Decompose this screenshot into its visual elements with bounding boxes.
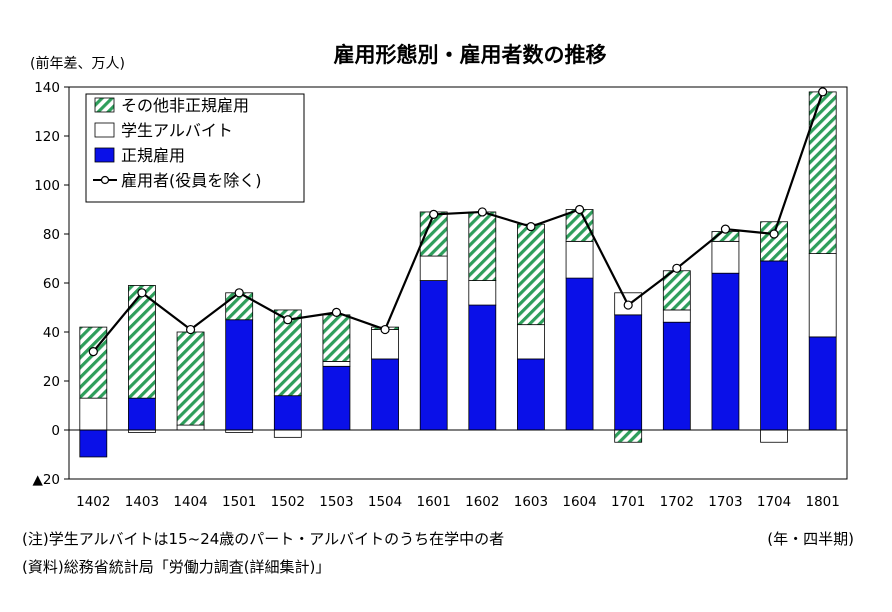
- legend-label: 学生アルバイト: [121, 121, 233, 140]
- bar-student-parttime: [273, 429, 302, 438]
- bar-regular: [808, 336, 837, 431]
- x-axis-label: (年・四半期): [767, 530, 854, 548]
- line-point: [477, 207, 487, 217]
- line-point: [331, 307, 342, 317]
- employee-line-series: [88, 87, 828, 357]
- line-point: [574, 204, 585, 215]
- bar-regular: [419, 280, 448, 431]
- bar-regular: [371, 358, 399, 431]
- bar-other-nonregular: [322, 314, 351, 362]
- legend-swatch: [94, 147, 115, 163]
- line-point: [234, 288, 244, 298]
- y-tick-label: 80: [43, 227, 60, 243]
- bar-other-nonregular: [79, 326, 108, 399]
- y-axis-label: (前年差、万人): [30, 55, 125, 72]
- line-point: [88, 347, 98, 357]
- bar-other-nonregular: [517, 223, 545, 326]
- bar-student-parttime: [371, 329, 399, 360]
- y-tick-label: 60: [43, 276, 60, 292]
- bar-student-parttime: [79, 397, 108, 431]
- x-tick-label: 1503: [319, 494, 353, 510]
- bar-student-parttime: [711, 240, 740, 274]
- x-tick-label: 1403: [125, 494, 159, 510]
- bar-other-nonregular: [565, 209, 594, 242]
- y-tick-label: 120: [34, 129, 60, 145]
- y-tick-label: 0: [51, 423, 60, 439]
- line-point: [720, 224, 731, 234]
- legend-label: その他非正規雇用: [121, 96, 249, 115]
- bar-regular: [565, 277, 594, 431]
- line-point: [623, 300, 633, 310]
- x-tick-label: 1601: [417, 494, 451, 510]
- bar-other-nonregular: [176, 331, 205, 426]
- x-tick-label: 1501: [222, 494, 256, 510]
- bars: [69, 91, 847, 458]
- x-tick-label: 1603: [514, 494, 548, 510]
- legend-swatch: [94, 122, 115, 138]
- bar-regular: [128, 397, 156, 431]
- line-point: [769, 229, 779, 239]
- bar-regular: [614, 314, 643, 431]
- bar-regular: [273, 395, 302, 431]
- bar-regular: [662, 321, 691, 431]
- x-tick-label: 1702: [660, 494, 694, 510]
- bar-regular: [760, 260, 788, 431]
- y-tick-label: 100: [34, 178, 60, 194]
- x-tick-label: 1801: [806, 494, 840, 510]
- x-tick-label: 1502: [271, 494, 305, 510]
- bar-student-parttime: [808, 253, 837, 338]
- footnote-source: (資料)総務省統計局「労働力調査(詳細集計)」: [22, 558, 331, 576]
- bar-student-parttime: [565, 240, 594, 279]
- line-point: [672, 263, 682, 273]
- bar-student-parttime: [176, 424, 205, 431]
- x-tick-label: 1404: [173, 494, 207, 510]
- employee-line: [92, 91, 824, 353]
- bar-other-nonregular: [468, 211, 497, 281]
- bar-regular: [225, 319, 254, 431]
- legend-marker: [100, 175, 110, 185]
- y-axis: 140 120 100 80 60 40 20 0 ▲20: [32, 80, 69, 488]
- bar-regular: [517, 358, 545, 431]
- x-tick-label: 1504: [368, 494, 402, 510]
- x-tick-label: 1402: [76, 494, 110, 510]
- y-tick-label: ▲20: [32, 472, 60, 488]
- bar-student-parttime: [322, 360, 351, 367]
- footnote-note: (注)学生アルバイトは15~24歳のパート・アルバイトのうち在学中の者: [22, 530, 505, 548]
- y-tick-label: 140: [34, 80, 60, 96]
- bar-other-nonregular: [760, 221, 788, 262]
- chart-title: 雇用形態別・雇用者数の推移: [334, 43, 607, 67]
- bar-student-parttime: [760, 429, 788, 443]
- legend-swatch: [94, 97, 115, 113]
- x-axis: 1402 1403 1404 1501 1502 1503 1504 1601 1602 1603…: [76, 494, 840, 510]
- y-tick-label: 40: [43, 325, 60, 341]
- legend-box: [85, 93, 305, 203]
- x-tick-label: 1703: [708, 494, 742, 510]
- bar-regular: [322, 365, 351, 431]
- bar-regular: [711, 272, 740, 431]
- bar-student-parttime: [419, 255, 448, 281]
- legend-label: 雇用者(役員を除く): [121, 171, 262, 190]
- line-point: [283, 315, 293, 325]
- bar-student-parttime: [468, 280, 497, 306]
- y-tick-label: 20: [43, 374, 60, 390]
- x-tick-label: 1704: [757, 494, 791, 510]
- bar-regular: [79, 429, 108, 458]
- line-point: [185, 324, 196, 335]
- line-point: [429, 209, 439, 219]
- x-tick-label: 1701: [611, 494, 645, 510]
- legend-label: 正規雇用: [121, 146, 185, 165]
- x-tick-label: 1602: [465, 494, 499, 510]
- line-point: [380, 324, 390, 335]
- line-point: [818, 87, 828, 97]
- bar-other-nonregular: [128, 285, 156, 399]
- line-point: [137, 288, 147, 298]
- bar-other-nonregular: [614, 429, 643, 443]
- bar-student-parttime: [662, 309, 691, 323]
- x-tick-label: 1604: [562, 494, 596, 510]
- line-point: [526, 222, 536, 232]
- bar-student-parttime: [517, 324, 545, 360]
- bar-regular: [468, 304, 497, 431]
